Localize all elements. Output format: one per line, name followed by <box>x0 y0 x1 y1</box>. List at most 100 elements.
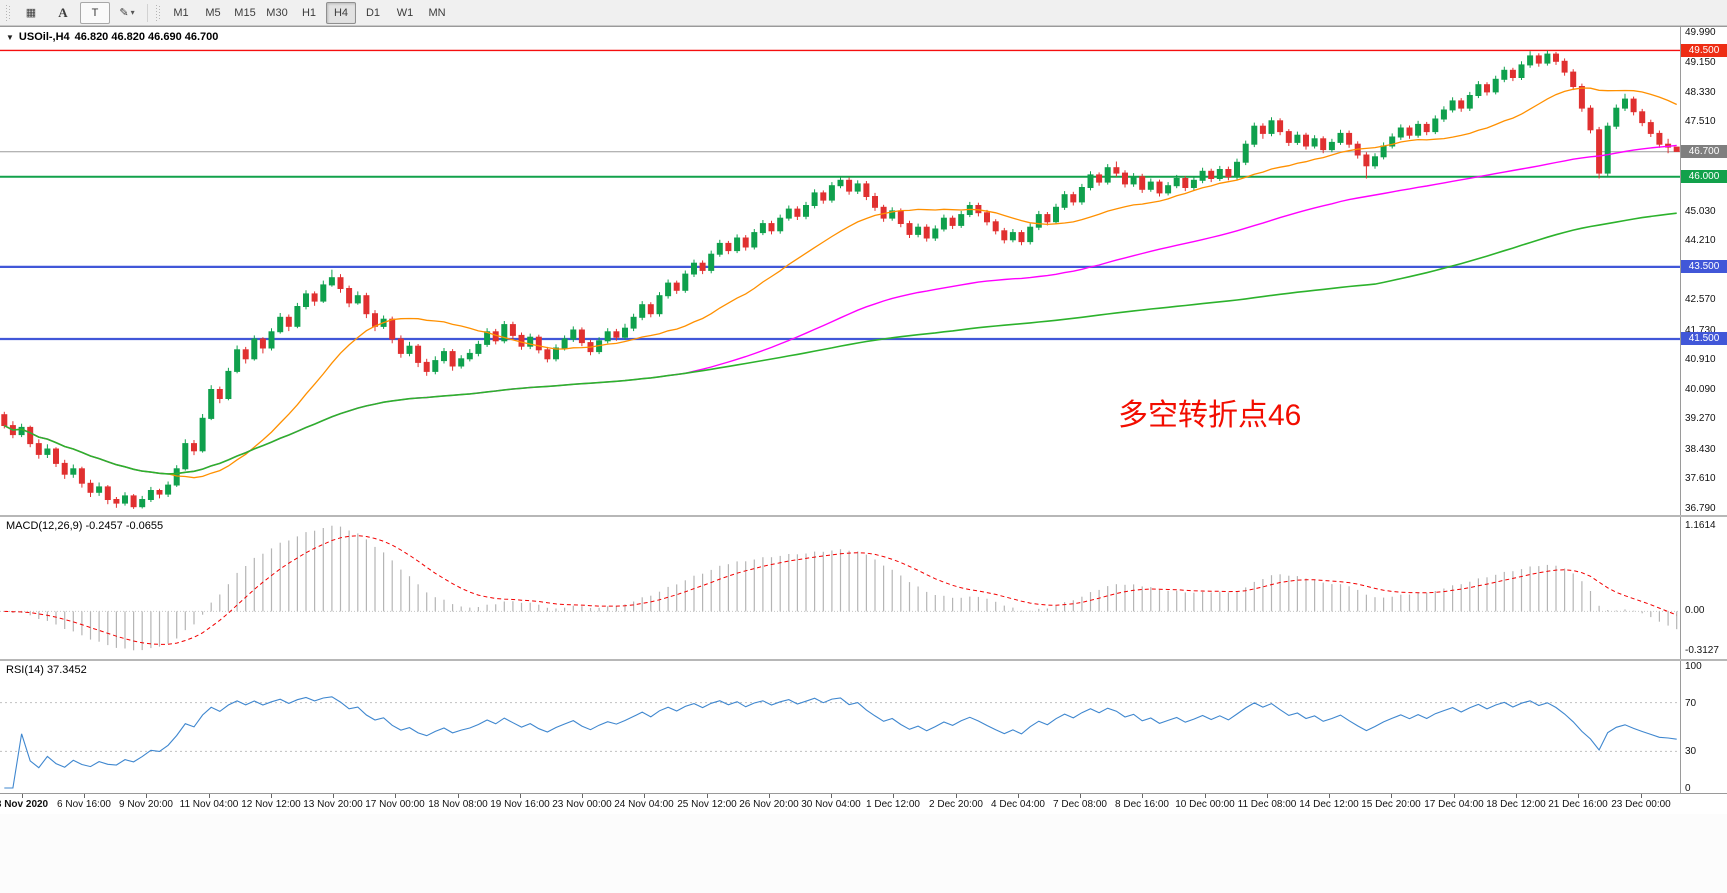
candle[interactable] <box>354 291 361 305</box>
timeframe-button-h1[interactable]: H1 <box>301 6 317 19</box>
candle[interactable] <box>320 280 327 303</box>
candle[interactable] <box>1259 123 1266 139</box>
candle[interactable] <box>1087 171 1094 191</box>
candle[interactable] <box>734 234 741 254</box>
candle[interactable] <box>1096 172 1103 186</box>
candle[interactable] <box>242 346 249 364</box>
candle[interactable] <box>854 180 861 194</box>
candle[interactable] <box>1285 129 1292 146</box>
candle[interactable] <box>889 207 896 221</box>
candle[interactable] <box>225 367 232 401</box>
candle[interactable] <box>294 302 301 329</box>
candle[interactable] <box>1535 53 1542 67</box>
candle[interactable] <box>811 189 818 209</box>
collapse-triangle-icon[interactable]: ▼ <box>6 32 14 42</box>
candle[interactable] <box>1553 51 1559 65</box>
candle[interactable] <box>1458 98 1465 112</box>
candle[interactable] <box>1587 105 1594 134</box>
candle[interactable] <box>794 206 801 220</box>
candle[interactable] <box>147 486 154 502</box>
candle[interactable] <box>1466 91 1473 111</box>
candle[interactable] <box>1044 212 1051 226</box>
candle[interactable] <box>1544 50 1551 66</box>
candle[interactable] <box>35 439 42 459</box>
candle[interactable] <box>1320 136 1327 154</box>
price-axis[interactable]: 49.990 49.150 48.330 47.510 45.030 44.210 42.5… <box>1680 27 1727 515</box>
candle[interactable] <box>1277 118 1284 136</box>
timeframe-button-d1[interactable]: D1 <box>365 6 381 19</box>
candle[interactable] <box>311 291 318 306</box>
timeframe-button-w1[interactable]: W1 <box>396 6 414 19</box>
candle[interactable] <box>441 348 447 364</box>
candle[interactable] <box>1078 183 1085 205</box>
candle[interactable] <box>492 328 499 345</box>
candle[interactable] <box>1216 165 1223 181</box>
candle[interactable] <box>544 346 551 363</box>
candle[interactable] <box>863 181 870 201</box>
candle[interactable] <box>777 214 784 234</box>
candle[interactable] <box>87 479 94 497</box>
candle[interactable] <box>1501 66 1508 83</box>
candle[interactable] <box>1622 93 1628 111</box>
candle[interactable] <box>501 321 508 344</box>
candle[interactable] <box>1311 135 1318 149</box>
candle[interactable] <box>578 327 585 347</box>
candle[interactable] <box>1613 104 1620 130</box>
rsi-panel[interactable]: RSI(14) 37.3452 100 70 30 0 <box>0 661 1727 793</box>
candle[interactable] <box>1182 176 1189 192</box>
candle[interactable] <box>803 201 809 220</box>
candle[interactable] <box>415 344 422 368</box>
candle[interactable] <box>1432 115 1439 135</box>
candle[interactable] <box>940 214 947 232</box>
chart-window-icon[interactable]: ▦ <box>25 7 37 19</box>
candle[interactable] <box>509 321 516 339</box>
candle[interactable] <box>139 495 146 509</box>
candle[interactable] <box>1673 146 1680 152</box>
candle[interactable] <box>570 326 577 342</box>
candle[interactable] <box>1372 153 1378 169</box>
macd-chart[interactable] <box>0 517 1681 659</box>
candle[interactable] <box>1423 121 1430 136</box>
candle[interactable] <box>61 459 68 479</box>
candle[interactable] <box>406 341 413 357</box>
candle[interactable] <box>1208 168 1215 183</box>
candle[interactable] <box>837 176 844 189</box>
time-axis[interactable]: 3 Nov 2020 6 Nov 16:00 9 Nov 20:00 11 Nov 0… <box>0 793 1727 814</box>
candle[interactable] <box>1303 132 1309 150</box>
candle[interactable] <box>1104 164 1111 185</box>
toolbar-grip[interactable] <box>6 4 11 21</box>
candle[interactable] <box>475 340 482 357</box>
candle[interactable] <box>122 492 128 506</box>
macd-axis[interactable]: 1.1614 0.00 -0.3127 <box>1680 517 1727 659</box>
candle[interactable] <box>820 190 827 204</box>
candle[interactable] <box>1018 230 1025 246</box>
candle[interactable] <box>665 279 672 299</box>
candle[interactable] <box>1165 182 1172 196</box>
candle[interactable] <box>716 239 723 257</box>
candle[interactable] <box>958 210 965 228</box>
candle[interactable] <box>1518 61 1525 80</box>
candle[interactable] <box>725 240 732 255</box>
candle[interactable] <box>1475 81 1482 99</box>
candle[interactable] <box>872 192 878 211</box>
candle[interactable] <box>1234 158 1240 180</box>
candle[interactable] <box>1113 161 1120 177</box>
candle[interactable] <box>846 177 853 195</box>
candle[interactable] <box>915 223 922 238</box>
candle[interactable] <box>1380 142 1387 160</box>
candle[interactable] <box>466 349 473 362</box>
candle[interactable] <box>70 464 77 478</box>
candle[interactable] <box>251 335 258 361</box>
timeframe-button-h4[interactable]: H4 <box>326 1 356 24</box>
candle[interactable] <box>199 414 206 453</box>
rsi-chart[interactable] <box>0 661 1681 793</box>
candle[interactable] <box>1070 191 1077 206</box>
candle[interactable] <box>303 290 309 310</box>
candle[interactable] <box>1363 152 1370 179</box>
candle[interactable] <box>682 270 689 293</box>
timeframe-button-m15[interactable]: M15 <box>234 6 256 19</box>
candle[interactable] <box>1639 108 1646 127</box>
candle[interactable] <box>234 345 241 374</box>
candle[interactable] <box>768 220 775 235</box>
candle[interactable] <box>1027 223 1034 245</box>
